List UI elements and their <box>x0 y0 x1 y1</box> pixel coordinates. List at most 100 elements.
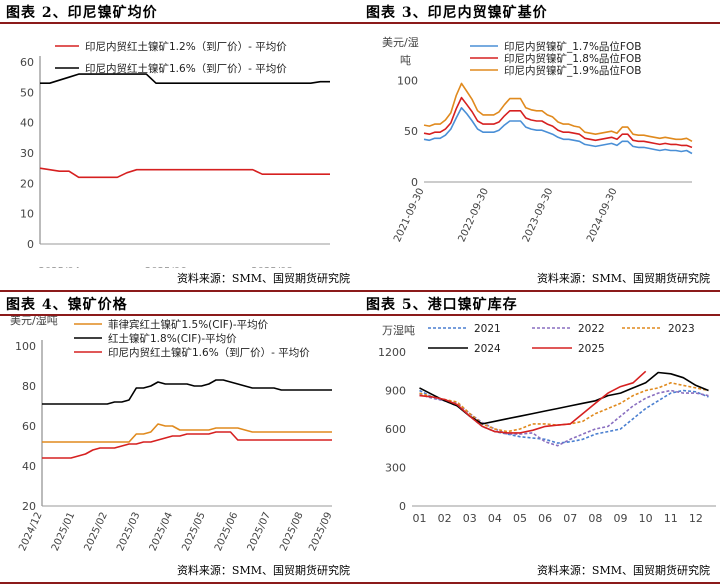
x-tick-label: 2023-09-30 <box>521 187 556 244</box>
x-tick-label: 2022-09-30 <box>457 187 492 244</box>
y-tick-label: 60 <box>22 420 36 433</box>
x-tick-label: 06 <box>538 512 552 525</box>
legend-label: 印尼内贸红土镍矿1.6%（到厂价）- 平均价 <box>85 62 287 75</box>
y-tick-label: 10 <box>20 208 34 221</box>
y-tick-label: 40 <box>20 117 34 130</box>
legend-label: 2023 <box>668 323 695 335</box>
y-tick-label: 80 <box>22 380 36 393</box>
x-tick-label: 2025/08 <box>278 511 306 553</box>
series-line <box>419 371 709 425</box>
chart-title: 图表 4、镍矿价格 <box>6 297 128 313</box>
series-line <box>423 96 693 149</box>
y-tick-label: 900 <box>385 385 406 398</box>
x-tick-label: 10 <box>639 512 653 525</box>
divider <box>0 314 360 316</box>
legend-label: 印尼内贸镍矿_1.9%品位FOB <box>504 64 641 77</box>
source-note: 资料来源：SMM、国贸期货研究院 <box>176 564 350 577</box>
legend-label: 2024 <box>474 343 501 355</box>
x-tick-label: 08 <box>588 512 602 525</box>
series-line <box>419 389 709 447</box>
chart-title: 图表 3、印尼内贸镍矿基价 <box>366 5 548 21</box>
panel-chart-2: 图表 2、印尼镍矿均价 0 10 20 30 40 50 60 2025/04 2025/06 2… <box>0 0 360 292</box>
y-tick-label: 20 <box>20 177 34 190</box>
x-tick-label: 2025/06 <box>213 511 241 553</box>
y-tick-label: 40 <box>22 460 36 473</box>
y-tick-label: 100 <box>397 74 418 87</box>
x-tick-label: 2025/03 <box>115 511 143 553</box>
series-line <box>42 423 332 443</box>
x-tick-label: 01 <box>413 512 427 525</box>
x-tick-label: 05 <box>513 512 527 525</box>
divider <box>360 314 720 316</box>
x-tick-label: 2024/12 <box>17 511 45 553</box>
y-tick-label: 100 <box>15 340 36 353</box>
series-line <box>40 73 330 85</box>
divider <box>360 290 720 292</box>
divider <box>360 22 720 24</box>
legend-label: 2025 <box>578 343 605 355</box>
y-tick-label: 0 <box>399 500 406 513</box>
x-tick-label: 2025/02 <box>82 511 110 553</box>
divider <box>0 290 360 292</box>
y-tick-label: 50 <box>20 86 34 99</box>
x-tick-label: 2021-09-30 <box>392 187 427 244</box>
x-tick-label: 11 <box>664 512 678 525</box>
x-tick-label: 2025/05 <box>180 511 208 553</box>
series-line <box>39 167 330 179</box>
legend-label: 2022 <box>578 323 605 335</box>
panel-chart-4: 图表 4、镍矿价格 20 40 60 80 100 美元/湿吨 2024/12 2025/01… <box>0 292 360 584</box>
panel-chart-5: 图表 5、港口镍矿库存 0 300 600 900 1200 万湿吨 01 02 03 04 05 0… <box>360 292 720 584</box>
y-tick-label: 600 <box>385 423 406 436</box>
x-tick-label: 07 <box>563 512 577 525</box>
legend-label: 印尼内贸红土镍矿1.6%（到厂价）- 平均价 <box>108 346 310 359</box>
y-tick-label: 1200 <box>378 346 406 359</box>
chart-3-plot: 0 50 100 美元/湿吨 2021-09-30 2022-09-30 2023-09-3… <box>382 36 693 244</box>
chart-title: 图表 5、港口镍矿库存 <box>366 297 518 313</box>
y-axis-label: 美元/湿 <box>382 36 419 49</box>
x-tick-label: 2025/06 <box>145 266 187 268</box>
y-tick-label: 30 <box>20 147 34 160</box>
x-tick-label: 12 <box>689 512 703 525</box>
chart-5-plot: 0 300 600 900 1200 万湿吨 01 02 03 04 05 06 07 08 09 10 11 1… <box>378 323 716 525</box>
y-axis-label: 吨 <box>400 54 411 67</box>
legend-label: 印尼内贸红土镍矿1.2%（到厂价）- 平均价 <box>85 40 287 53</box>
legend-label: 菲律宾红土镍矿1.5%(CIF)-平均价 <box>108 318 269 331</box>
y-tick-label: 0 <box>411 176 418 189</box>
series-line <box>423 107 693 155</box>
legend-label: 2021 <box>474 323 501 335</box>
legend-label: 红土镍矿1.8%(CIF)-平均价 <box>108 332 237 345</box>
series-line <box>42 379 332 405</box>
x-tick-label: 03 <box>463 512 477 525</box>
y-axis-label: 美元/湿吨 <box>10 316 58 327</box>
x-tick-label: 2025/08 <box>251 266 293 268</box>
source-note: 资料来源：SMM、国贸期货研究院 <box>536 564 710 577</box>
divider <box>0 582 360 584</box>
divider <box>360 582 720 584</box>
x-tick-label: 2024-09-30 <box>585 187 620 244</box>
x-tick-label: 2025/01 <box>50 511 78 553</box>
x-tick-label: 2025/04 <box>39 266 81 268</box>
series-line <box>419 370 647 434</box>
y-tick-label: 20 <box>22 500 36 513</box>
series-line <box>423 82 693 142</box>
x-tick-label: 2025/04 <box>148 511 176 553</box>
x-tick-label: 02 <box>438 512 452 525</box>
chart-title: 图表 2、印尼镍矿均价 <box>6 5 158 21</box>
series-line <box>419 389 709 444</box>
x-tick-label: 04 <box>488 512 502 525</box>
source-note: 资料来源：SMM、国贸期货研究院 <box>176 272 350 285</box>
panel-chart-3: 图表 3、印尼内贸镍矿基价 0 50 100 美元/湿吨 2021-09-30 2022-… <box>360 0 720 292</box>
divider <box>0 22 360 24</box>
source-note: 资料来源：SMM、国贸期货研究院 <box>536 272 710 285</box>
legend-label: 印尼内贸镍矿_1.7%品位FOB <box>504 40 641 53</box>
y-tick-label: 300 <box>385 462 406 475</box>
x-tick-label: 09 <box>614 512 628 525</box>
series-line <box>42 431 332 459</box>
y-axis-label: 万湿吨 <box>382 324 415 337</box>
chart-2-plot: 0 10 20 30 40 50 60 2025/04 2025/06 2025/08 印尼内贸红土… <box>20 40 330 268</box>
y-tick-label: 60 <box>20 56 34 69</box>
x-tick-label: 2025/07 <box>246 511 274 553</box>
x-tick-label: 2025/09 <box>307 511 335 553</box>
y-tick-label: 50 <box>404 125 418 138</box>
